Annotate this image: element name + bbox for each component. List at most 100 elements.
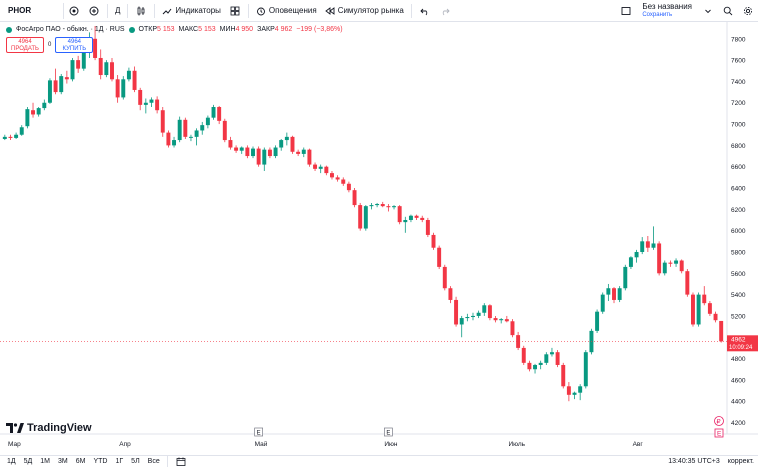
candle — [668, 260, 673, 267]
range-button[interactable]: 1Д — [7, 458, 16, 465]
candles-series — [2, 26, 724, 402]
symbol-search[interactable]: PHOR — [4, 2, 64, 19]
undo-icon[interactable] — [415, 0, 435, 22]
toolbar-right: Без названия Сохранить — [616, 0, 758, 22]
candle-body — [431, 234, 436, 248]
candle-body — [595, 311, 600, 331]
settings-gear-icon[interactable] — [738, 0, 758, 22]
candle-body — [448, 288, 453, 300]
candle-body — [200, 125, 205, 131]
range-button[interactable]: 6М — [75, 458, 86, 465]
candle — [273, 145, 278, 159]
sell-price: 4964 — [18, 39, 32, 45]
buy-button[interactable]: 4964 КУПИТЬ — [55, 37, 94, 53]
candle — [459, 315, 464, 338]
tradingview-logo[interactable]: TradingView — [6, 422, 92, 434]
candle — [431, 232, 436, 250]
toolbar-divider — [154, 3, 156, 18]
layout-name-button[interactable]: Без названия Сохранить — [636, 2, 698, 19]
candle — [19, 125, 24, 136]
price-axis[interactable]: 4200440046004800500052005400560058006000… — [731, 36, 746, 427]
chart-legend[interactable]: ФосАгро ПАО - обыкн. · 1Д · RUS ОТКР5 15… — [6, 26, 343, 33]
chart-area[interactable]: 4200440046004800500052005400560058006000… — [0, 22, 758, 455]
candles-style-icon[interactable] — [131, 0, 151, 22]
dividend-flag-icon[interactable] — [714, 416, 724, 426]
range-button[interactable]: 3М — [58, 458, 68, 465]
range-button[interactable]: Все — [147, 458, 160, 465]
add-symbol-icon[interactable] — [84, 0, 104, 22]
price-tick-label: 7200 — [731, 100, 746, 107]
symbol-name: PHOR — [8, 6, 32, 15]
time-tick-label: Июн — [384, 441, 398, 448]
candle — [358, 202, 363, 231]
adjust-button[interactable]: коррект. — [727, 458, 754, 465]
candle — [634, 249, 639, 263]
interval-button[interactable]: Д — [111, 0, 124, 22]
candle-body — [8, 136, 13, 138]
buy-price: 4964 — [67, 39, 82, 45]
candle-body — [476, 312, 481, 316]
candle — [527, 360, 532, 372]
search-icon[interactable] — [718, 0, 738, 22]
candle — [160, 107, 165, 137]
candle-body — [245, 147, 250, 157]
time-axis[interactable]: Мар Апр Май Июн Июль Авг E E — [8, 427, 643, 448]
candle-body — [59, 76, 64, 93]
chevron-down-icon[interactable] — [698, 0, 718, 22]
price-tick-label: 7400 — [731, 79, 746, 86]
candle — [482, 303, 487, 316]
go-to-date-icon[interactable] — [171, 456, 191, 467]
candle — [341, 177, 346, 186]
range-button[interactable]: 1М — [40, 458, 51, 465]
replay-button[interactable]: Симулятор рынка — [321, 0, 408, 22]
candle — [662, 260, 667, 276]
candle-body — [369, 205, 374, 207]
sell-button[interactable]: 4964 ПРОДАТЬ — [6, 37, 44, 53]
price-chart[interactable]: 4200440046004800500052005400560058006000… — [0, 22, 758, 455]
earnings-marker-icon[interactable] — [254, 427, 263, 437]
toolbar-divider — [127, 3, 129, 18]
layout-icon[interactable] — [616, 0, 636, 22]
candle-body — [284, 136, 289, 141]
candle-body — [707, 303, 712, 314]
candle-body — [267, 149, 272, 157]
clock-timezone[interactable]: 13:40:35 UTC+3 — [668, 458, 720, 465]
candle-body — [527, 362, 532, 370]
earnings-flag-icon[interactable] — [714, 428, 724, 438]
range-button[interactable]: YTD — [93, 458, 108, 465]
earnings-marker-icon[interactable] — [384, 427, 393, 437]
range-button[interactable]: 5Л — [131, 458, 140, 465]
compare-icon[interactable] — [64, 0, 84, 22]
candle — [267, 147, 272, 159]
candle-body — [651, 243, 656, 248]
redo-icon[interactable] — [435, 0, 455, 22]
candle — [98, 49, 103, 80]
event-flags[interactable]: ₽ E — [714, 416, 724, 438]
candle — [149, 97, 154, 108]
candle — [335, 175, 340, 182]
candle-body — [262, 149, 267, 165]
candle-body — [228, 140, 233, 148]
candle — [583, 350, 588, 389]
candle — [81, 49, 86, 71]
candle — [420, 215, 425, 223]
alerts-button[interactable]: Оповещения — [252, 0, 321, 22]
logo-text: TradingView — [27, 422, 92, 434]
candle-body — [188, 136, 193, 138]
candle-body — [217, 107, 222, 121]
candle-body — [222, 120, 227, 141]
candle — [533, 363, 538, 374]
range-button[interactable]: 1Г — [115, 458, 124, 465]
candle-body — [239, 147, 244, 151]
candle-body — [19, 127, 24, 135]
layout-save-status: Сохранить — [642, 11, 673, 18]
candle — [307, 148, 312, 167]
candle-body — [318, 166, 323, 169]
candle — [194, 128, 199, 146]
range-button[interactable]: 5Д — [23, 458, 33, 465]
candle — [510, 319, 515, 338]
indicators-button[interactable]: Индикаторы — [158, 0, 224, 22]
candle-body — [454, 299, 459, 325]
templates-icon[interactable] — [225, 0, 245, 22]
candle-body — [572, 392, 577, 395]
